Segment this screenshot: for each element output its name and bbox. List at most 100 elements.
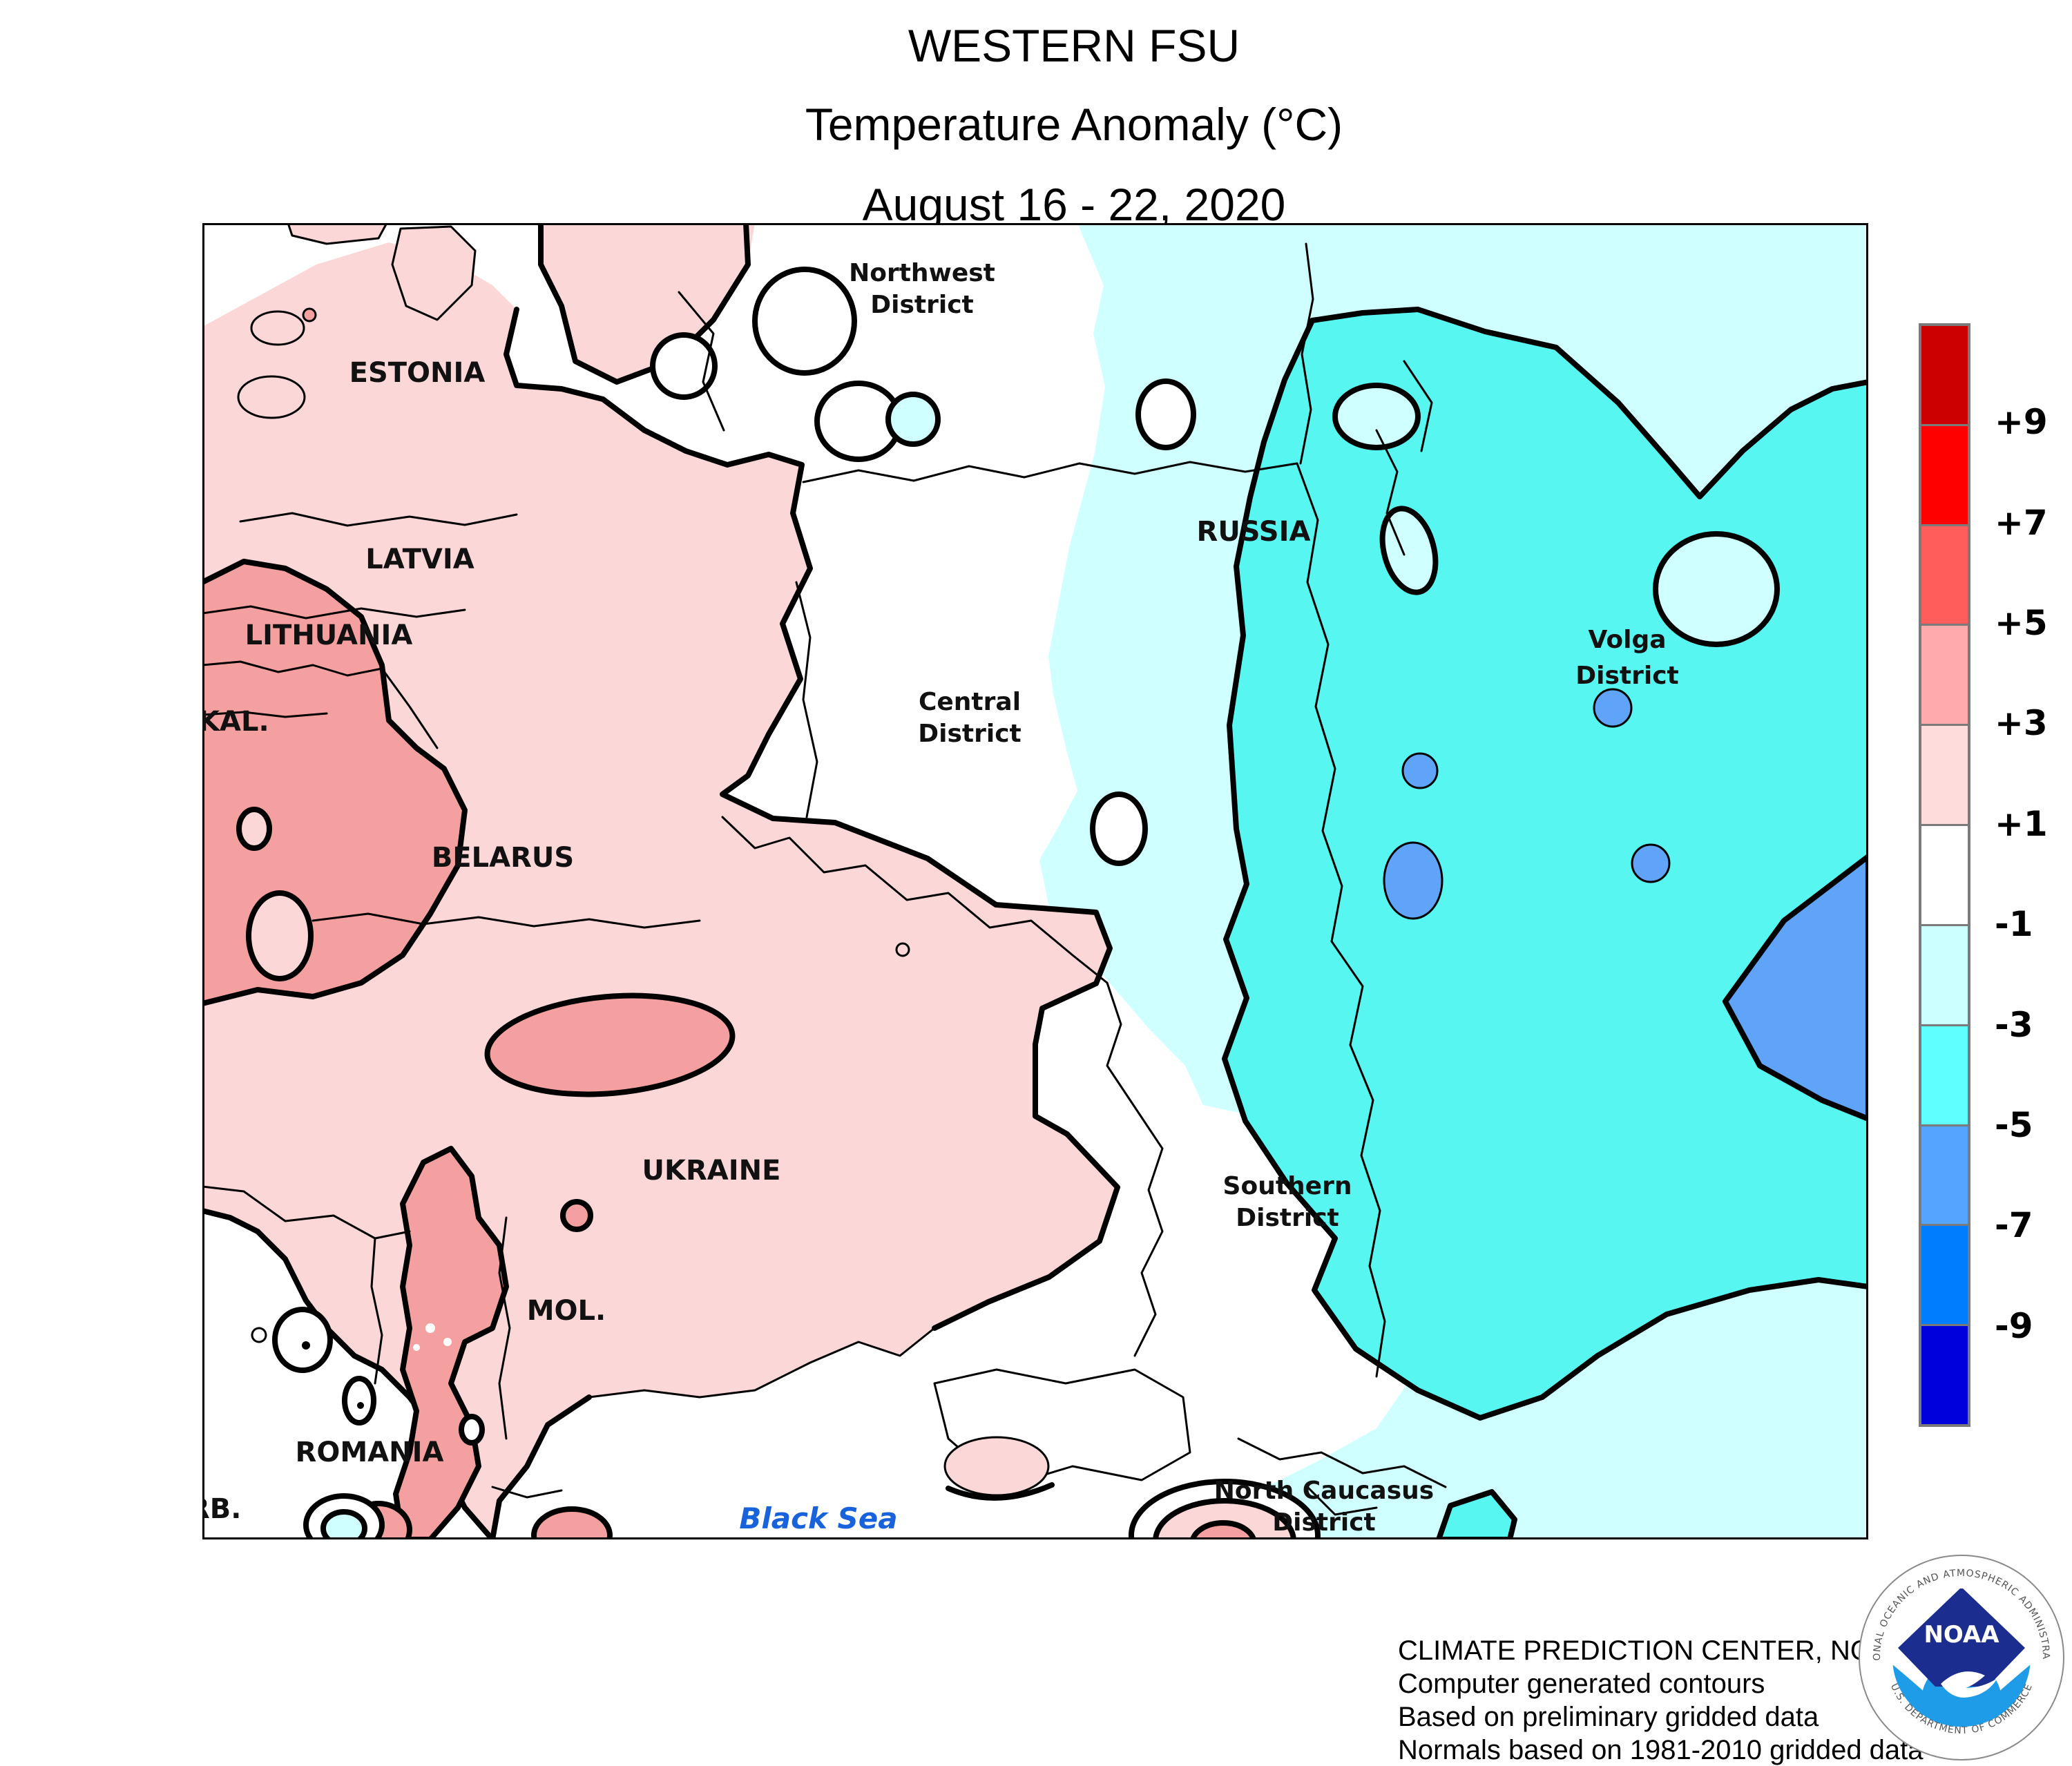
- label-central-district: District: [918, 720, 1021, 748]
- label-northwest-district: Northwest: [849, 259, 995, 287]
- cold-spot: [1383, 841, 1443, 920]
- credit-line: Computer generated contours: [1398, 1669, 1765, 1699]
- noaa-seal-bird: [1941, 1671, 1997, 1698]
- island: [250, 310, 305, 346]
- warm-speck: [443, 1338, 452, 1346]
- map-title: WESTERN FSU: [908, 20, 1240, 71]
- map-subtitle: Temperature Anomaly (°C): [805, 99, 1343, 150]
- island-warm: [302, 307, 317, 323]
- label-lithuania: LITHUANIA: [245, 620, 413, 651]
- region-warm-wedge: [541, 223, 755, 382]
- cool-pocket: [1332, 383, 1421, 450]
- label-kaliningrad: KAL.: [202, 706, 269, 738]
- map-labels: ESTONIA LATVIA LITHUANIA KAL. BELARUS UK…: [202, 259, 1679, 1537]
- island: [237, 375, 306, 419]
- label-volga-district: District: [1575, 662, 1679, 690]
- cold-spot: [1631, 843, 1671, 883]
- legend-tick: +1: [1995, 804, 2048, 844]
- label-serbia-partial: RB.: [202, 1493, 241, 1525]
- neutral-pocket: [1090, 791, 1148, 866]
- caucasus-ring-mid: [1153, 1498, 1296, 1539]
- noaa-logo: NATIONAL OCEANIC AND ATMOSPHERIC ADMINIS…: [1858, 1554, 2065, 1761]
- warm-speck: [425, 1323, 435, 1333]
- label-volga-district: Volga: [1588, 626, 1666, 654]
- legend-tick: +3: [1995, 703, 2048, 743]
- legend-cell: [1921, 1224, 1968, 1325]
- legend-cell: [1921, 824, 1968, 924]
- label-romania: ROMANIA: [296, 1437, 444, 1468]
- label-ukraine: UKRAINE: [642, 1155, 781, 1187]
- legend-tick: -9: [1995, 1306, 2033, 1346]
- warm-hole: [246, 890, 314, 981]
- sw-ring-core: [320, 1509, 367, 1539]
- legend-cell: [1921, 724, 1968, 825]
- legend-cell: [1921, 923, 1968, 1024]
- label-southern-district: District: [1236, 1204, 1339, 1232]
- label-northwest-district: District: [870, 291, 974, 319]
- caucasus-ring-core: [1189, 1520, 1257, 1539]
- legend-tick: -7: [1995, 1205, 2033, 1245]
- cool-pocket-round: [1653, 531, 1780, 647]
- cold-spot: [1593, 688, 1633, 728]
- credit-line: Based on preliminary gridded data: [1398, 1702, 1819, 1732]
- label-north-caucasus-district: North Caucasus: [1214, 1477, 1434, 1505]
- contour-minus3: [1222, 318, 1868, 1421]
- ring: [752, 267, 857, 376]
- map-border: [202, 223, 1868, 1539]
- map-container: ESTONIA LATVIA LITHUANIA KAL. BELARUS UK…: [202, 223, 1868, 1539]
- neutral-hole: [251, 1327, 267, 1343]
- anomaly-map: ESTONIA LATVIA LITHUANIA KAL. BELARUS UK…: [202, 223, 1868, 1539]
- contour-plus1: [490, 1394, 592, 1539]
- legend-cell: [1921, 423, 1968, 524]
- ring-cool: [885, 392, 941, 447]
- contour-plus1: [946, 1482, 1055, 1501]
- contour-minus3: [1310, 307, 1868, 499]
- legend-colorbar: [1919, 323, 1970, 1427]
- legend-cell: [1921, 1324, 1968, 1424]
- neutral-dot: [302, 1341, 310, 1350]
- ring: [650, 332, 718, 400]
- neutral-hole: [342, 1376, 376, 1426]
- neutral-hole: [459, 1414, 485, 1446]
- warm-speck: [413, 1344, 420, 1351]
- region-coldest-wedge: [1723, 854, 1868, 1122]
- noaa-seal-sky: [1898, 1589, 2025, 1687]
- legend-cell: [1921, 524, 1968, 624]
- region-warmest-ukraine: [484, 992, 736, 1097]
- label-latvia: LATVIA: [365, 544, 474, 575]
- map-date-range: August 16 - 22, 2020: [862, 179, 1286, 230]
- legend-tick: -5: [1995, 1105, 2033, 1145]
- contour-plus3: [202, 559, 468, 1006]
- label-central-district: Central: [919, 688, 1021, 716]
- label-moldova: MOL.: [527, 1295, 606, 1327]
- credit-line: CLIMATE PREDICTION CENTER, NOAA: [1398, 1635, 1909, 1666]
- contour-plus1: [538, 223, 751, 385]
- coast-strip: [391, 225, 477, 321]
- legend-cell: [1921, 1024, 1968, 1124]
- label-russia: RUSSIA: [1197, 516, 1311, 548]
- neutral-hole: [272, 1307, 333, 1373]
- label-southern-district: Southern: [1223, 1172, 1352, 1200]
- crimea: [943, 1436, 1050, 1497]
- label-belarus: BELARUS: [432, 842, 574, 874]
- coast-strip: [287, 223, 388, 245]
- credit-line: Normals based on 1981-2010 gridded data: [1398, 1735, 1924, 1765]
- neutral-dot: [357, 1402, 364, 1409]
- legend-tick: +9: [1995, 402, 2048, 442]
- legend-tick: -3: [1995, 1005, 2033, 1045]
- legend-cell: [1921, 326, 1968, 424]
- contour-plus1: [503, 307, 1120, 1331]
- noaa-seal-wordmark: NOAA: [1924, 1621, 1999, 1649]
- label-estonia: ESTONIA: [349, 357, 486, 389]
- warm-bump: [531, 1506, 613, 1539]
- label-black-sea: Black Sea: [739, 1501, 897, 1535]
- tiny-ring: [895, 942, 910, 957]
- thin-borders: [202, 242, 1447, 1516]
- label-north-caucasus-district: District: [1272, 1508, 1376, 1537]
- warm-hole: [236, 807, 272, 851]
- cold-strip: [1436, 1489, 1517, 1539]
- legend-tick: -1: [1995, 904, 2033, 944]
- cold-spot: [1401, 752, 1439, 789]
- legend-cell: [1921, 624, 1968, 724]
